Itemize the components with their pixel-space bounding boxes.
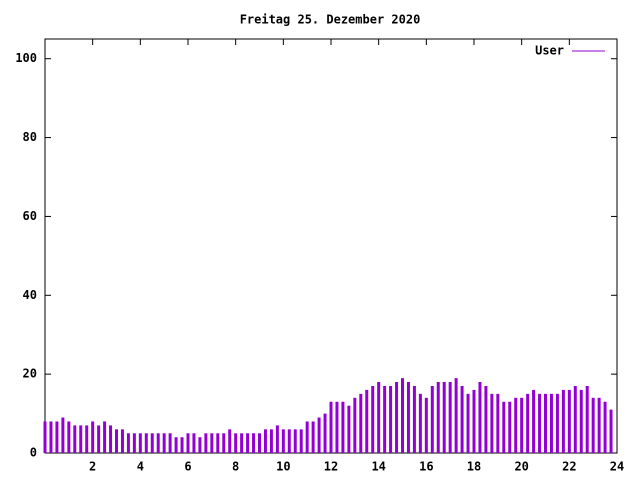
x-tick-label: 22 [562,460,576,474]
x-tick-label: 4 [137,460,144,474]
y-tick-label: 100 [15,51,37,65]
x-tick-label: 2 [89,460,96,474]
x-tick-label: 14 [371,460,385,474]
x-tick-label: 12 [324,460,338,474]
x-tick-label: 20 [514,460,528,474]
y-tick-label: 20 [23,367,37,381]
legend-label: User [535,44,564,58]
y-tick-label: 0 [30,446,37,460]
x-tick-label: 18 [467,460,481,474]
chart-title: Freitag 25. Dezember 2020 [240,13,421,27]
y-tick-label: 60 [23,209,37,223]
x-tick-label: 10 [276,460,290,474]
plot-frame [44,38,618,454]
y-tick-label: 80 [23,130,37,144]
x-tick-label: 8 [232,460,239,474]
y-tick-label: 40 [23,288,37,302]
x-tick-label: 24 [610,460,624,474]
x-tick-label: 16 [419,460,433,474]
x-tick-label: 6 [184,460,191,474]
